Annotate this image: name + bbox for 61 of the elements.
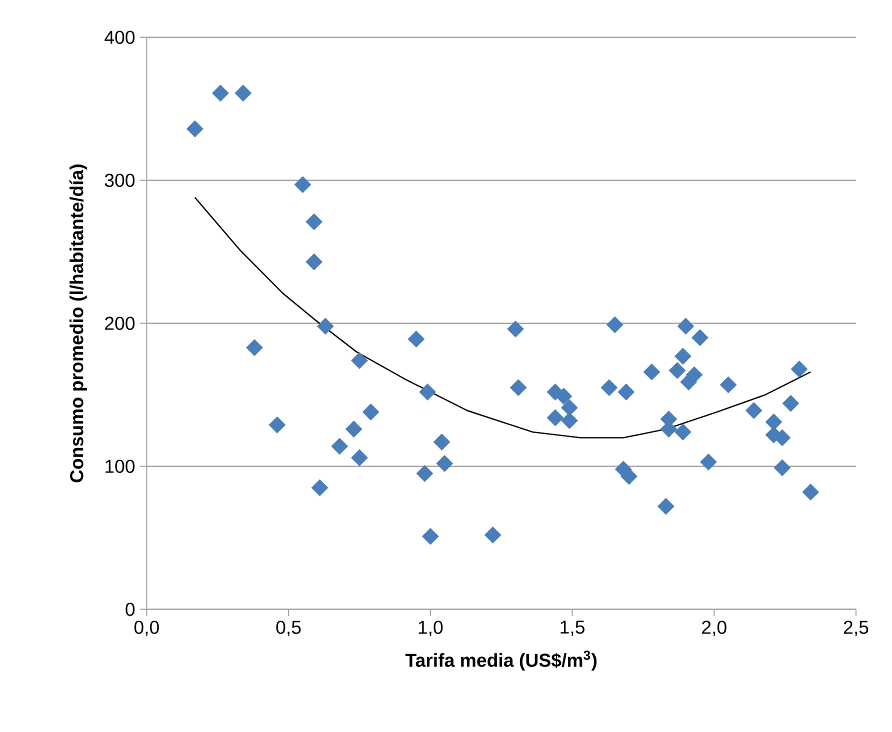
- point: [362, 404, 380, 420]
- point: [618, 384, 635, 400]
- point: [419, 384, 436, 400]
- point: [692, 329, 708, 346]
- point: [186, 120, 204, 138]
- point: [416, 465, 434, 482]
- y-tick-label: 100: [106, 460, 135, 473]
- y-tick-label: 300: [104, 174, 135, 187]
- point: [294, 176, 312, 193]
- point: [306, 213, 322, 230]
- point: [790, 360, 808, 378]
- x-tick-label: 2,5: [844, 620, 868, 636]
- point: [345, 420, 362, 438]
- point: [246, 339, 263, 356]
- point: [422, 528, 439, 545]
- point: [765, 414, 782, 430]
- point: [268, 416, 286, 434]
- point: [774, 459, 791, 476]
- y-tick-label: 400: [104, 30, 135, 44]
- x-axis-title: Tarifa media (US$/m$^{3}$): [405, 650, 597, 671]
- point: [561, 412, 578, 429]
- point: [677, 318, 694, 335]
- point: [782, 395, 800, 412]
- point: [658, 498, 674, 515]
- x-tick-label: 2,0: [702, 620, 726, 636]
- point: [306, 253, 322, 270]
- point: [433, 434, 450, 450]
- point: [802, 484, 819, 500]
- point: [745, 402, 762, 419]
- y-tick-label: 0: [126, 602, 135, 616]
- point: [317, 318, 334, 335]
- point: [674, 348, 692, 365]
- point: [643, 364, 660, 380]
- point: [436, 455, 453, 472]
- point: [668, 362, 686, 379]
- point: [234, 84, 252, 102]
- point: [674, 424, 692, 440]
- point: [510, 379, 527, 396]
- point: [408, 330, 425, 348]
- point: [546, 409, 564, 426]
- point: [351, 352, 368, 369]
- point: [600, 379, 618, 396]
- point: [212, 84, 229, 102]
- x-tick-label: 1,5: [560, 620, 584, 636]
- line-series: [194, 196, 812, 438]
- point: [351, 449, 368, 466]
- y-axis-title: Consumo promedio (l/habitante/día): [69, 164, 87, 482]
- point: [484, 526, 502, 544]
- point: [720, 376, 737, 394]
- point: [606, 316, 624, 334]
- point: [700, 454, 717, 470]
- x-tick-label: 0,0: [134, 620, 159, 636]
- point: [507, 320, 524, 338]
- point: [555, 388, 572, 405]
- point: [331, 438, 348, 455]
- y-tick-label: 200: [105, 316, 135, 330]
- point: [311, 479, 328, 496]
- x-tick-label: 1,0: [418, 620, 443, 636]
- point: [680, 374, 697, 390]
- point: [561, 399, 578, 416]
- x-tick-label: 0,5: [276, 620, 301, 636]
